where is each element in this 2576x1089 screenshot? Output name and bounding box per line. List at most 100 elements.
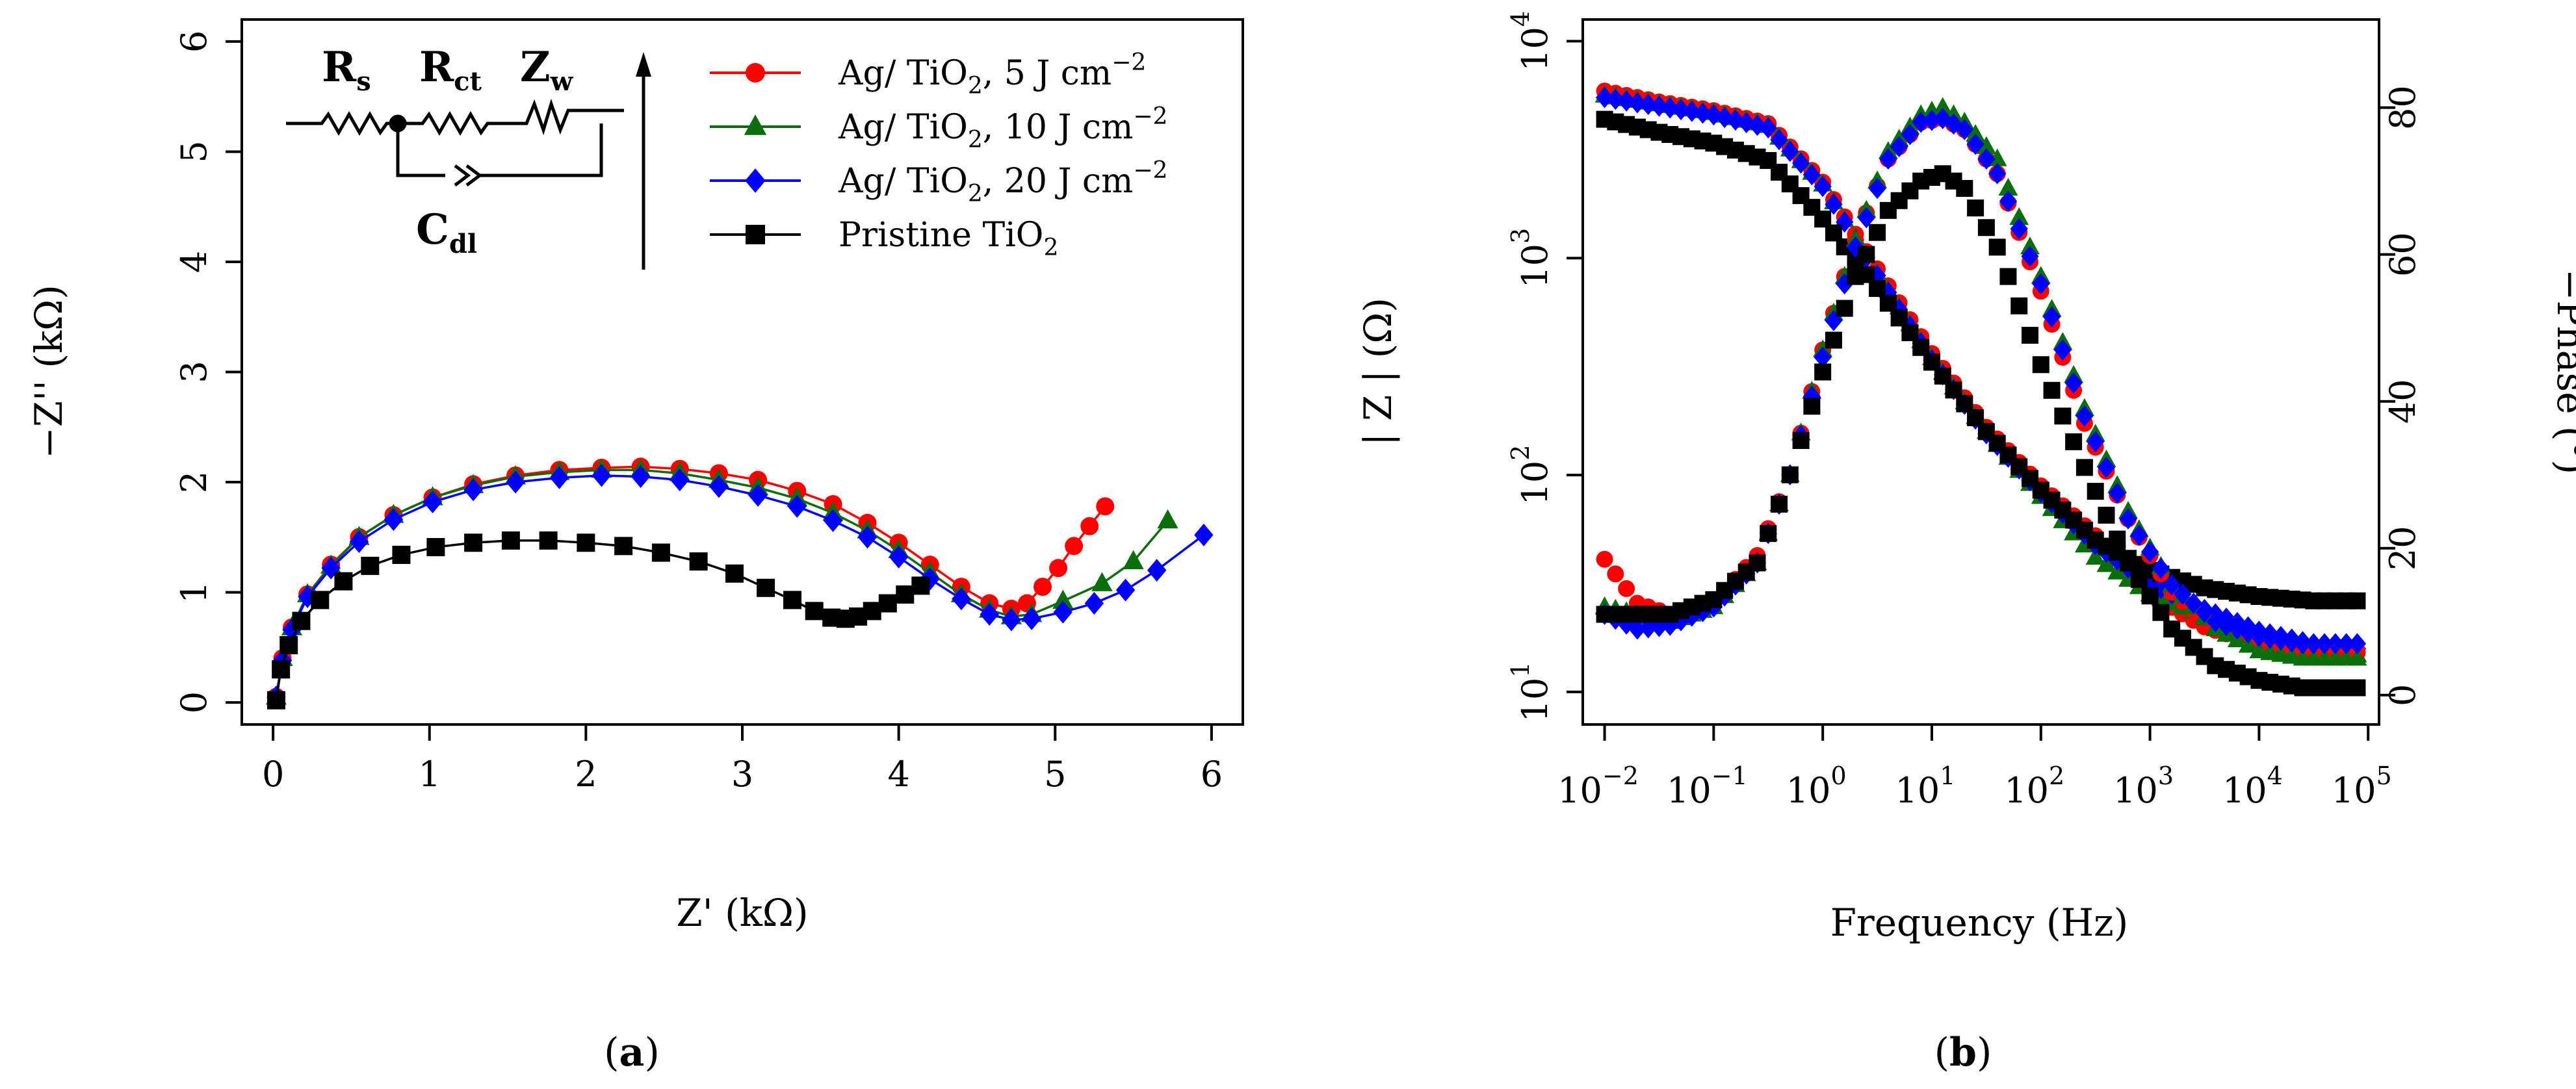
- legend-marker-2: [745, 168, 766, 193]
- panel-b-xtick-label: 105: [2332, 762, 2392, 811]
- panel-a-point-3: [783, 591, 801, 609]
- panel-b-phase-point-2: [2337, 633, 2356, 654]
- panel-b-phase-point-3: [2022, 326, 2039, 344]
- panel-a-series-line-1: [275, 468, 1169, 697]
- panel-b-phase-point-2: [1923, 110, 1941, 131]
- panel-b-magnitude-point-2: [1661, 97, 1679, 119]
- panel-b-magnitude-point-2: [1814, 175, 1832, 198]
- panel-a-point-0: [1034, 578, 1052, 596]
- panel-a-point-2: [1084, 592, 1104, 615]
- panel-b-phase-point-2: [1857, 207, 1875, 229]
- panel-b-phase-point-2: [1814, 346, 1832, 368]
- panel-a-point-3: [757, 578, 775, 597]
- panel-b-xtick-label: 101: [1895, 762, 1956, 811]
- panel-a-ytick-label: 1: [174, 581, 215, 603]
- panel-a-point-2: [1194, 523, 1214, 546]
- legend-marker-3: [746, 225, 765, 244]
- panel-b-xtick-label: 100: [1786, 762, 1847, 811]
- panel-b-magnitude-point-1: [2085, 546, 2105, 565]
- panel-a-xtick-label: 2: [575, 754, 597, 795]
- panel-b-phase-point-2: [1879, 148, 1897, 170]
- panel-a-point-3: [614, 537, 633, 556]
- panel-b-magnitude-point-2: [1683, 101, 1701, 122]
- panel-b-magnitude-point-3: [1901, 324, 1919, 342]
- panel-a-point-3: [267, 691, 285, 710]
- panel-b-magnitude-point-2: [1650, 96, 1669, 117]
- panel-b-phase-point-3: [1999, 268, 2017, 285]
- panel-b-phase-point-3: [2152, 604, 2170, 621]
- panel-b-phase-point-3: [1977, 219, 1995, 237]
- panel-b-xtick-label: 104: [2222, 762, 2283, 811]
- panel-b-phase-point-2: [1628, 618, 1646, 640]
- panel-a-point-2: [384, 508, 404, 532]
- panel-a-caption: (a): [604, 1030, 660, 1075]
- panel-b-phase-point-3: [1825, 331, 1842, 349]
- panel-b-phase-point-3: [2075, 459, 2093, 476]
- panel-b-magnitude-point-2: [1770, 129, 1788, 151]
- panel-b-phase-point-3: [2109, 530, 2126, 548]
- panel-b-ytick-left-label: 102: [1506, 445, 1555, 506]
- panel-b-phase-point-0: [1607, 565, 1624, 583]
- panel-b-ticks: 10−2 10−1 100 101 102 103 104 105 101 102 103 104 0 2…: [1506, 11, 2423, 811]
- panel-b-phase-point-0: [1618, 580, 1635, 597]
- panel-b-phase-point-1: [1998, 177, 2018, 196]
- panel-b-phase-point-3: [1814, 363, 1832, 381]
- panel-a-ytick-label: 5: [174, 140, 215, 162]
- panel-a-point-3: [392, 545, 411, 564]
- panel-b-magnitude-point-2: [1802, 164, 1821, 186]
- panel-a-point-3: [878, 594, 897, 613]
- panel-a-point-3: [334, 572, 353, 591]
- panel-a-series: [265, 457, 1214, 710]
- panel-b-phase-point-2: [2075, 405, 2094, 427]
- panel-b-magnitude-point-3: [1879, 294, 1897, 312]
- panel-a-point-3: [863, 602, 881, 621]
- panel-a-point-1: [1091, 572, 1113, 591]
- panel-b-phase-point-3: [1988, 238, 2006, 256]
- panel-b-phase-point-3: [2010, 297, 2028, 314]
- panel-a-point-2: [463, 478, 483, 502]
- panel-b-ytick-left-label: 104: [1506, 11, 1555, 71]
- panel-a-point-0: [1065, 537, 1084, 556]
- panel-b-phase-point-2: [1912, 111, 1930, 133]
- panel-b-phase-point-3: [1956, 179, 1973, 197]
- panel-b-ylabel-right: −Phase (°): [2549, 269, 2576, 474]
- panel-b-phase-point-3: [1803, 398, 1821, 415]
- panel-b-phase-point-3: [2043, 381, 2061, 399]
- panel-a-point-2: [823, 509, 843, 532]
- panel-b-phase-point-3: [2098, 506, 2115, 524]
- panel-b-phase-point-3: [1781, 466, 1799, 483]
- panel-b-magnitude-point-2: [1825, 194, 1843, 215]
- panel-a-ytick-label: 6: [174, 31, 215, 53]
- panel-a-point-2: [423, 491, 443, 514]
- panel-a-point-2: [980, 602, 999, 626]
- panel-b-phase-point-3: [1771, 495, 1788, 513]
- panel-a-ticks: 0 1 2 3 4 5 6 0 1 2 3 4 5 6: [174, 31, 1223, 795]
- panel-b-magnitude-point-2: [1606, 88, 1624, 110]
- panel-a-point-2: [592, 464, 612, 487]
- panel-b-phase-point-2: [2021, 246, 2039, 267]
- circuit-rct: Rct: [419, 43, 482, 97]
- panel-b-phase-point-2: [2261, 627, 2279, 649]
- panel-b-ytick-right-label: 60: [2382, 232, 2423, 277]
- panel-b-phase-point-2: [2304, 633, 2322, 654]
- panel-b-magnitude-point-3: [1869, 279, 1886, 297]
- panel-b-phase-point-2: [1944, 113, 1963, 135]
- panel-b-xlabel: Frequency (Hz): [1830, 901, 2129, 945]
- panel-b-phase-point-1: [1966, 123, 1986, 142]
- panel-a-point-3: [361, 556, 380, 575]
- panel-b-phase-point-1: [2020, 237, 2040, 255]
- panel-a-point-2: [1147, 559, 1167, 582]
- legend-marker-0: [746, 63, 765, 83]
- panel-a-point-2: [857, 526, 878, 549]
- panel-a-point-2: [549, 466, 569, 489]
- panel-b-phase-point-2: [2032, 273, 2050, 295]
- panel-b-phase-point-3: [1869, 224, 1886, 241]
- panel-a-ytick-label: 0: [174, 691, 215, 713]
- panel-a-point-3: [426, 538, 445, 557]
- panel-b-caption: (b): [1934, 1030, 1992, 1075]
- panel-a-point-2: [952, 587, 971, 611]
- panel-a-point-2: [1053, 600, 1073, 624]
- legend-label-0: Ag/ TiO2, 5 J cm−2: [838, 49, 1146, 99]
- panel-b-phase-point-2: [1846, 237, 1865, 258]
